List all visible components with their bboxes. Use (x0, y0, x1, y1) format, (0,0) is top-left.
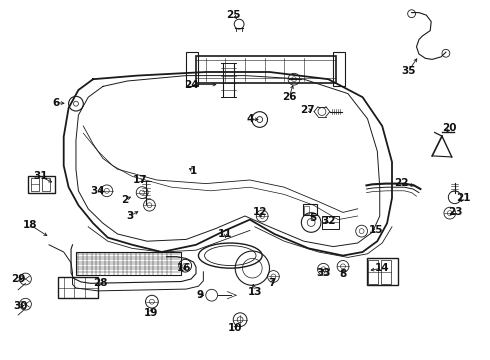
Text: 4: 4 (246, 114, 254, 124)
Text: 5: 5 (309, 213, 316, 223)
Text: 33: 33 (316, 268, 331, 278)
Bar (42, 178, 50, 191)
Text: 2: 2 (122, 195, 128, 205)
Text: 11: 11 (218, 229, 233, 239)
Text: 8: 8 (340, 269, 346, 279)
Text: 29: 29 (11, 274, 26, 284)
Bar (28, 176, 55, 193)
Bar (367, 258, 398, 285)
Bar (322, 216, 339, 229)
Text: 35: 35 (401, 66, 416, 76)
Text: 24: 24 (184, 80, 198, 90)
Text: 23: 23 (448, 207, 463, 217)
Text: 28: 28 (93, 278, 108, 288)
Text: 3: 3 (126, 211, 133, 221)
Text: 32: 32 (321, 216, 336, 226)
Text: 30: 30 (13, 301, 28, 311)
Text: 1: 1 (190, 166, 197, 176)
Text: 13: 13 (247, 287, 262, 297)
Text: 26: 26 (282, 92, 296, 102)
Bar (304, 206, 309, 214)
Bar (381, 260, 391, 284)
Text: 16: 16 (177, 263, 192, 273)
Text: 19: 19 (144, 308, 158, 318)
Text: 9: 9 (196, 290, 203, 300)
Bar (31, 178, 39, 191)
Bar (303, 204, 317, 215)
Text: 10: 10 (228, 323, 243, 333)
Text: 31: 31 (33, 171, 48, 181)
Bar (333, 52, 345, 86)
Text: 17: 17 (132, 175, 147, 185)
Bar (186, 52, 198, 86)
Bar (76, 252, 181, 275)
Text: 20: 20 (442, 123, 457, 133)
Bar (196, 56, 336, 83)
Text: 14: 14 (375, 263, 390, 273)
Text: 6: 6 (53, 98, 60, 108)
Text: 18: 18 (23, 220, 38, 230)
Bar (368, 260, 378, 284)
Text: 22: 22 (394, 178, 409, 188)
Bar (58, 277, 98, 298)
Text: 15: 15 (369, 225, 384, 235)
Text: 25: 25 (226, 10, 241, 20)
Text: 7: 7 (268, 278, 276, 288)
Text: 27: 27 (300, 105, 315, 115)
Text: 21: 21 (456, 193, 470, 203)
Text: 34: 34 (91, 186, 105, 196)
Text: 12: 12 (252, 207, 267, 217)
